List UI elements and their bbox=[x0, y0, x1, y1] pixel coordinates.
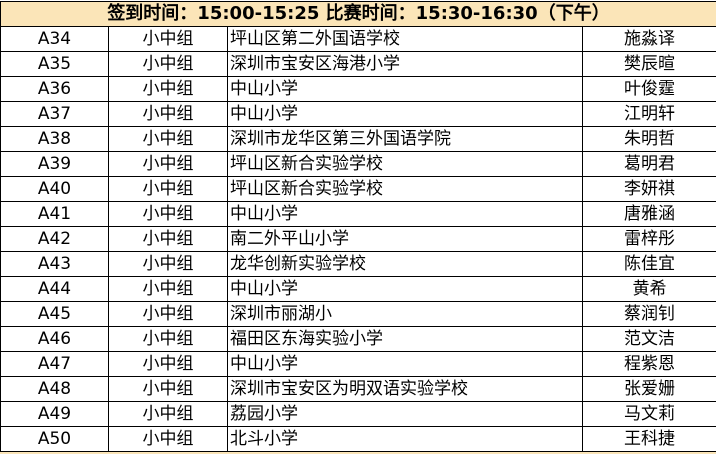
school-cell: 深圳市龙华区第三外国语学院 bbox=[227, 126, 583, 152]
group-cell: 小中组 bbox=[108, 401, 228, 427]
name-cell: 唐雅涵 bbox=[581, 201, 716, 227]
table-row: A40 小中组 坪山区新合实验学校 李妍祺 bbox=[0, 176, 716, 202]
entry-id: A40 bbox=[0, 176, 109, 202]
school-cell: 深圳市宝安区为明双语实验学校 bbox=[227, 376, 583, 402]
entry-id: A41 bbox=[0, 201, 109, 227]
name-cell: 黄希 bbox=[581, 276, 716, 302]
group-cell: 小中组 bbox=[108, 351, 228, 377]
name-cell: 范文洁 bbox=[581, 326, 716, 352]
school-cell: 坪山区第二外国语学校 bbox=[227, 26, 583, 52]
table-row: A38 小中组 深圳市龙华区第三外国语学院 朱明哲 bbox=[0, 126, 716, 152]
table-row: A50 小中组 北斗小学 王科捷 bbox=[0, 426, 716, 452]
group-cell: 小中组 bbox=[108, 226, 228, 252]
school-cell: 荔园小学 bbox=[227, 401, 583, 427]
entry-id: A44 bbox=[0, 276, 109, 302]
entry-id: A49 bbox=[0, 401, 109, 427]
entry-id: A35 bbox=[0, 51, 109, 77]
school-cell: 福田区东海实验小学 bbox=[227, 326, 583, 352]
table-row: A42 小中组 南二外平山小学 雷梓彤 bbox=[0, 226, 716, 252]
group-cell: 小中组 bbox=[108, 376, 228, 402]
group-cell: 小中组 bbox=[108, 276, 228, 302]
entry-id: A47 bbox=[0, 351, 109, 377]
group-cell: 小中组 bbox=[108, 26, 228, 52]
group-cell: 小中组 bbox=[108, 51, 228, 77]
table-row: A35 小中组 深圳市宝安区海港小学 樊辰暄 bbox=[0, 51, 716, 77]
school-cell: 龙华创新实验学校 bbox=[227, 251, 583, 277]
school-cell: 中山小学 bbox=[227, 276, 583, 302]
header-row: 签到时间：15:00-15:25 比赛时间：15:30-16:30（下午） bbox=[0, 1, 716, 27]
group-cell: 小中组 bbox=[108, 201, 228, 227]
group-cell: 小中组 bbox=[108, 101, 228, 127]
name-cell: 葛明君 bbox=[581, 151, 716, 177]
next-section-strip bbox=[0, 452, 716, 454]
name-cell: 李妍祺 bbox=[581, 176, 716, 202]
table-row: A39 小中组 坪山区新合实验学校 葛明君 bbox=[0, 151, 716, 177]
school-cell: 深圳市丽湖小 bbox=[227, 301, 583, 327]
table-row: A45 小中组 深圳市丽湖小 蔡润钊 bbox=[0, 301, 716, 327]
name-cell: 叶俊霆 bbox=[581, 76, 716, 102]
name-cell: 马文莉 bbox=[581, 401, 716, 427]
entry-id: A48 bbox=[0, 376, 109, 402]
school-cell: 坪山区新合实验学校 bbox=[227, 151, 583, 177]
entry-id: A45 bbox=[0, 301, 109, 327]
table-row: A36 小中组 中山小学 叶俊霆 bbox=[0, 76, 716, 102]
group-cell: 小中组 bbox=[108, 176, 228, 202]
group-cell: 小中组 bbox=[108, 151, 228, 177]
name-cell: 樊辰暄 bbox=[581, 51, 716, 77]
school-cell: 中山小学 bbox=[227, 201, 583, 227]
entry-id: A50 bbox=[0, 426, 109, 452]
school-cell: 中山小学 bbox=[227, 101, 583, 127]
group-cell: 小中组 bbox=[108, 126, 228, 152]
entry-id: A43 bbox=[0, 251, 109, 277]
time-header: 签到时间：15:00-15:25 比赛时间：15:30-16:30（下午） bbox=[0, 1, 716, 27]
group-cell: 小中组 bbox=[108, 76, 228, 102]
table-row: A41 小中组 中山小学 唐雅涵 bbox=[0, 201, 716, 227]
entry-id: A46 bbox=[0, 326, 109, 352]
name-cell: 蔡润钊 bbox=[581, 301, 716, 327]
school-cell: 北斗小学 bbox=[227, 426, 583, 452]
table-row: A34 小中组 坪山区第二外国语学校 施淼译 bbox=[0, 26, 716, 52]
table-row: A43 小中组 龙华创新实验学校 陈佳宜 bbox=[0, 251, 716, 277]
group-cell: 小中组 bbox=[108, 326, 228, 352]
table-row: A49 小中组 荔园小学 马文莉 bbox=[0, 401, 716, 427]
entry-id: A36 bbox=[0, 76, 109, 102]
table-row: A46 小中组 福田区东海实验小学 范文洁 bbox=[0, 326, 716, 352]
name-cell: 张爱姗 bbox=[581, 376, 716, 402]
entry-id: A34 bbox=[0, 26, 109, 52]
entry-id: A42 bbox=[0, 226, 109, 252]
school-cell: 坪山区新合实验学校 bbox=[227, 176, 583, 202]
entry-id: A37 bbox=[0, 101, 109, 127]
table-row: A37 小中组 中山小学 江明轩 bbox=[0, 101, 716, 127]
table-row: A48 小中组 深圳市宝安区为明双语实验学校 张爱姗 bbox=[0, 376, 716, 402]
group-cell: 小中组 bbox=[108, 251, 228, 277]
school-cell: 深圳市宝安区海港小学 bbox=[227, 51, 583, 77]
school-cell: 中山小学 bbox=[227, 351, 583, 377]
name-cell: 程紫恩 bbox=[581, 351, 716, 377]
name-cell: 雷梓彤 bbox=[581, 226, 716, 252]
name-cell: 陈佳宜 bbox=[581, 251, 716, 277]
school-cell: 南二外平山小学 bbox=[227, 226, 583, 252]
table-row: A44 小中组 中山小学 黄希 bbox=[0, 276, 716, 302]
entry-id: A38 bbox=[0, 126, 109, 152]
school-cell: 中山小学 bbox=[227, 76, 583, 102]
group-cell: 小中组 bbox=[108, 426, 228, 452]
name-cell: 施淼译 bbox=[581, 26, 716, 52]
name-cell: 王科捷 bbox=[581, 426, 716, 452]
table-row: A47 小中组 中山小学 程紫恩 bbox=[0, 351, 716, 377]
entry-id: A39 bbox=[0, 151, 109, 177]
name-cell: 朱明哲 bbox=[581, 126, 716, 152]
name-cell: 江明轩 bbox=[581, 101, 716, 127]
group-cell: 小中组 bbox=[108, 301, 228, 327]
